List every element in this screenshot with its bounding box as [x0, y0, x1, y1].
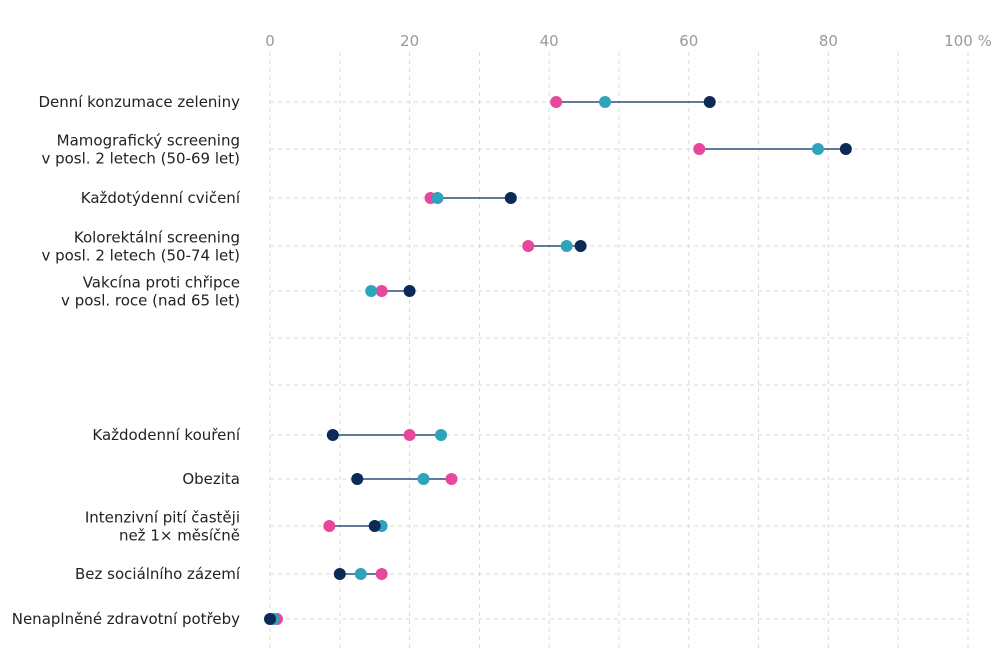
data-point-series-3	[368, 520, 381, 532]
data-points	[264, 96, 852, 625]
x-tick-label: 60	[679, 32, 698, 50]
category-label-line: Vakcína proti chřipce	[83, 274, 240, 292]
data-point-series-2	[811, 143, 824, 155]
category-label-line: Nenaplněné zdravotní potřeby	[12, 610, 240, 628]
category-label: Kolorektální screening v posl. 2 letech (…	[41, 229, 240, 265]
category-label-line: Každotýdenní cvičení	[81, 189, 241, 207]
category-label-line: Intenzivní pití častěji	[85, 509, 240, 527]
x-tick-label: 80	[819, 32, 838, 50]
data-point-series-3	[351, 473, 364, 485]
data-point-series-1	[323, 520, 336, 532]
category-labels: Denní konzumace zeleniny Mamografický scr…	[12, 93, 241, 628]
data-point-series-2	[431, 192, 444, 204]
category-label: Každodenní kouření	[92, 426, 240, 444]
x-tick-label: 0	[265, 32, 275, 50]
data-point-series-2	[435, 429, 448, 441]
category-label-line: v posl. roce (nad 65 let)	[61, 292, 240, 310]
category-label: Každotýdenní cvičení	[81, 189, 241, 207]
data-point-series-2	[365, 285, 378, 297]
x-tick-label: 100 %	[944, 32, 992, 50]
data-point-series-1	[550, 96, 563, 108]
range-lines	[270, 101, 846, 620]
data-point-series-1	[375, 568, 388, 580]
category-label: Intenzivní pití častěji než 1× měsíčně	[85, 509, 240, 545]
category-label: Vakcína proti chřipce v posl. roce (nad 6…	[61, 274, 240, 310]
category-label-line: Každodenní kouření	[92, 426, 240, 444]
category-label-line: Bez sociálního zázemí	[75, 565, 241, 583]
vertical-gridlines	[269, 52, 969, 650]
x-tick-label: 20	[400, 32, 419, 50]
category-label-line: Kolorektální screening	[74, 229, 240, 247]
data-point-series-3	[326, 429, 339, 441]
data-point-series-1	[445, 473, 458, 485]
data-point-series-3	[839, 143, 852, 155]
x-tick-label: 40	[540, 32, 559, 50]
data-point-series-2	[560, 240, 573, 252]
category-label-line: Mamografický screening	[57, 132, 240, 150]
category-label: Mamografický screening v posl. 2 letech (…	[41, 132, 240, 168]
category-label-line: v posl. 2 letech (50-74 let)	[41, 247, 240, 265]
data-point-series-3	[504, 192, 517, 204]
data-point-series-3	[703, 96, 716, 108]
category-label: Denní konzumace zeleniny	[38, 93, 240, 111]
category-label: Bez sociálního zázemí	[75, 565, 241, 583]
data-point-series-1	[403, 429, 416, 441]
data-point-series-2	[354, 568, 367, 580]
data-point-series-3	[333, 568, 346, 580]
category-label-line: Obezita	[182, 470, 240, 488]
data-point-series-2	[417, 473, 430, 485]
data-point-series-1	[522, 240, 535, 252]
category-label: Obezita	[182, 470, 240, 488]
category-label-line: Denní konzumace zeleniny	[38, 93, 240, 111]
data-point-series-1	[375, 285, 388, 297]
category-label: Nenaplněné zdravotní potřeby	[12, 610, 240, 628]
data-point-series-3	[574, 240, 587, 252]
data-point-series-3	[264, 613, 276, 625]
category-label-line: v posl. 2 letech (50-69 let)	[41, 150, 240, 168]
x-axis-ticks: 0 20 40 60 80 100 %	[265, 32, 992, 50]
data-point-series-3	[403, 285, 416, 297]
data-point-series-2	[599, 96, 612, 108]
category-label-line: než 1× měsíčně	[119, 527, 240, 545]
data-point-series-1	[693, 143, 706, 155]
